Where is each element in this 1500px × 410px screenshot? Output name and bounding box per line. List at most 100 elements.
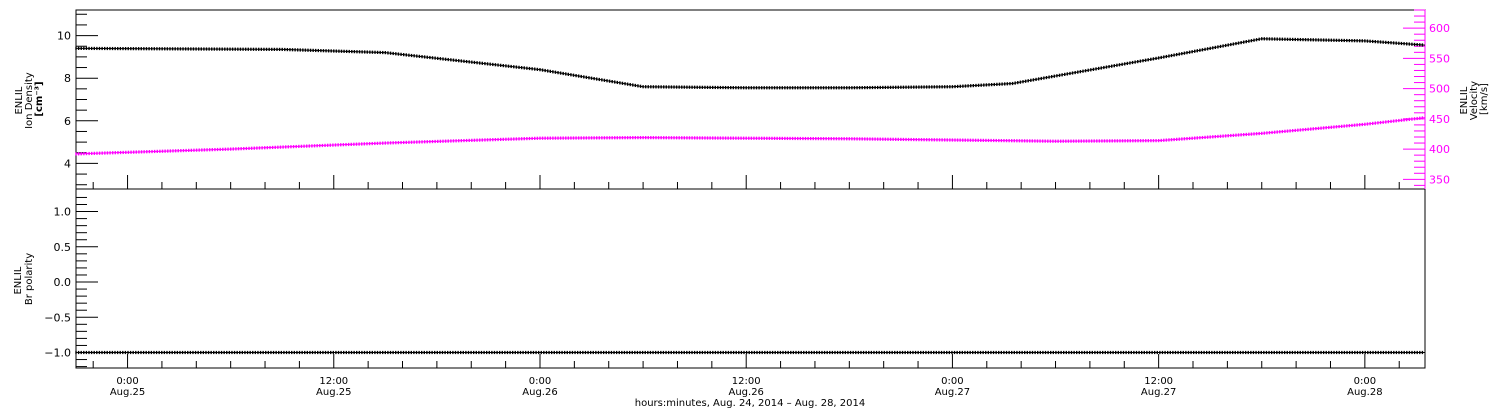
velocity-series-marker [224, 147, 227, 151]
polarity-series-marker [1208, 350, 1210, 355]
polarity-series-marker [213, 350, 215, 355]
polarity-series-marker [1187, 350, 1190, 355]
velocity-series-marker [534, 136, 536, 140]
velocity-series-marker [1155, 139, 1157, 143]
density-series-marker [580, 74, 582, 79]
density-series-marker [93, 46, 95, 51]
velocity-series-marker [494, 137, 497, 142]
polarity-axis-label: ENLIL Br polarity [13, 253, 35, 305]
polarity-series-marker [1400, 350, 1403, 355]
polarity-series-marker [1099, 350, 1101, 355]
density-series-marker [1069, 71, 1071, 76]
velocity-series-marker [219, 147, 221, 152]
density-series-marker [1294, 37, 1296, 42]
velocity-series-marker [321, 143, 324, 148]
density-series-marker [190, 47, 192, 51]
density-series-marker [1398, 41, 1400, 45]
velocity-series-marker [660, 136, 662, 140]
velocity-series-marker [1065, 139, 1067, 143]
velocity-series-marker [1232, 133, 1235, 137]
density-series-marker [130, 47, 132, 51]
density-series-marker [825, 86, 827, 90]
density-series-marker [182, 47, 184, 51]
polarity-series-marker [465, 350, 467, 355]
time-axis-ticks: 0:00Aug.2512:00Aug.250:00Aug.2612:00Aug.… [92, 175, 1400, 398]
velocity-series-marker [544, 136, 546, 140]
polarity-series-marker [563, 350, 566, 355]
velocity-series-marker [585, 136, 588, 140]
polarity-series-marker [800, 350, 802, 355]
density-series-marker [345, 49, 348, 54]
density-series-marker [616, 80, 619, 85]
density-series-marker [815, 86, 817, 90]
polarity-series-marker [205, 350, 207, 355]
density-series-marker [439, 57, 442, 61]
velocity-series-marker [668, 136, 670, 140]
velocity-series-marker [287, 145, 290, 149]
time-tick-label: 0:00 [116, 376, 138, 387]
polarity-series-marker [382, 350, 384, 355]
top-panel-frame [75, 9, 1426, 190]
polarity-series-marker [402, 350, 405, 355]
velocity-series-marker [601, 136, 603, 140]
density-series-marker [1058, 73, 1061, 77]
polarity-series-marker [683, 350, 685, 355]
velocity-series-marker [1374, 121, 1377, 125]
density-series-marker [1087, 68, 1089, 72]
polarity-series-marker [1413, 350, 1416, 355]
polarity-series-marker [480, 350, 483, 355]
polarity-series-marker [192, 350, 194, 355]
velocity-series-marker [1093, 139, 1095, 143]
density-series-marker [709, 85, 711, 90]
time-tick-label: 0:00 [529, 376, 551, 387]
density-series-marker [681, 85, 683, 89]
polarity-series-marker [1047, 350, 1049, 355]
polarity-series-marker [969, 350, 971, 355]
velocity-tick-label: 450 [1429, 113, 1450, 126]
density-series-marker [642, 85, 644, 89]
density-series-marker [265, 47, 268, 51]
velocity-series-marker [730, 136, 732, 140]
density-series-marker [1237, 41, 1240, 45]
density-series-marker [768, 86, 771, 90]
velocity-series-marker [879, 137, 881, 141]
polarity-series-marker [1203, 350, 1205, 355]
density-series-marker [1144, 58, 1147, 62]
density-series-marker [515, 65, 518, 69]
polarity-series-marker [252, 350, 254, 355]
velocity-series-marker [1322, 126, 1325, 130]
density-series-marker [255, 47, 257, 51]
date-tick-label: Aug.25 [110, 387, 145, 398]
velocity-series-marker [1204, 135, 1206, 139]
velocity-series-marker [1142, 139, 1144, 143]
velocity-series-marker [146, 150, 148, 154]
polarity-series-marker [530, 350, 532, 355]
velocity-series-marker [1395, 119, 1397, 123]
density-series-marker [322, 49, 325, 53]
polarity-series-marker [519, 350, 522, 355]
polarity-series-marker [558, 350, 561, 355]
polarity-series [75, 350, 1425, 355]
polarity-series-marker [784, 350, 787, 355]
density-series-marker [1147, 58, 1149, 62]
density-series-marker [773, 86, 776, 90]
velocity-series-marker [1098, 139, 1101, 143]
polarity-series-marker [1335, 350, 1338, 355]
polarity-series-marker [278, 350, 280, 355]
velocity-series-marker [871, 137, 874, 141]
polarity-series-marker [582, 350, 584, 355]
polarity-series-marker [670, 350, 672, 355]
polarity-series-marker [1330, 350, 1333, 355]
velocity-axis-label: ENLIL Velocity [km/s] [1459, 78, 1490, 120]
polarity-series-marker [1273, 350, 1275, 355]
density-series-marker [1191, 50, 1193, 54]
velocity-series-marker [292, 145, 295, 149]
polarity-series-marker [1265, 350, 1268, 355]
velocity-series-marker [109, 151, 111, 155]
density-series-marker [1188, 50, 1191, 54]
velocity-series-marker [248, 146, 250, 150]
polarity-series-marker [1231, 350, 1234, 355]
velocity-series-marker [549, 136, 551, 140]
velocity-series-marker [1013, 139, 1015, 143]
density-series-marker [799, 86, 802, 90]
